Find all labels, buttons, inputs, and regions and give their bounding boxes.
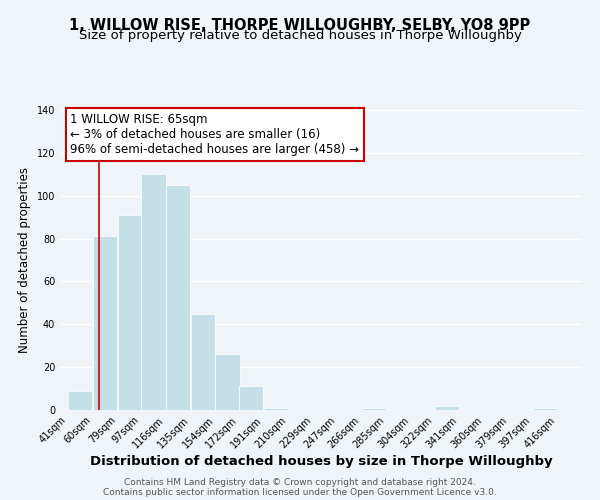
Bar xyxy=(191,314,215,410)
Bar xyxy=(435,406,459,410)
Y-axis label: Number of detached properties: Number of detached properties xyxy=(18,167,31,353)
Bar xyxy=(93,236,117,410)
Bar xyxy=(118,215,142,410)
Bar xyxy=(362,408,386,410)
Bar xyxy=(166,185,190,410)
Text: Contains HM Land Registry data © Crown copyright and database right 2024.: Contains HM Land Registry data © Crown c… xyxy=(124,478,476,487)
Bar xyxy=(264,408,288,410)
X-axis label: Distribution of detached houses by size in Thorpe Willoughby: Distribution of detached houses by size … xyxy=(89,456,553,468)
Bar xyxy=(141,174,166,410)
Text: 1 WILLOW RISE: 65sqm
← 3% of detached houses are smaller (16)
96% of semi-detach: 1 WILLOW RISE: 65sqm ← 3% of detached ho… xyxy=(70,113,359,156)
Bar xyxy=(533,408,557,410)
Text: 1, WILLOW RISE, THORPE WILLOUGHBY, SELBY, YO8 9PP: 1, WILLOW RISE, THORPE WILLOUGHBY, SELBY… xyxy=(70,18,530,32)
Bar xyxy=(239,386,263,410)
Bar xyxy=(68,390,92,410)
Bar xyxy=(215,354,240,410)
Text: Size of property relative to detached houses in Thorpe Willoughby: Size of property relative to detached ho… xyxy=(79,29,521,42)
Text: Contains public sector information licensed under the Open Government Licence v3: Contains public sector information licen… xyxy=(103,488,497,497)
